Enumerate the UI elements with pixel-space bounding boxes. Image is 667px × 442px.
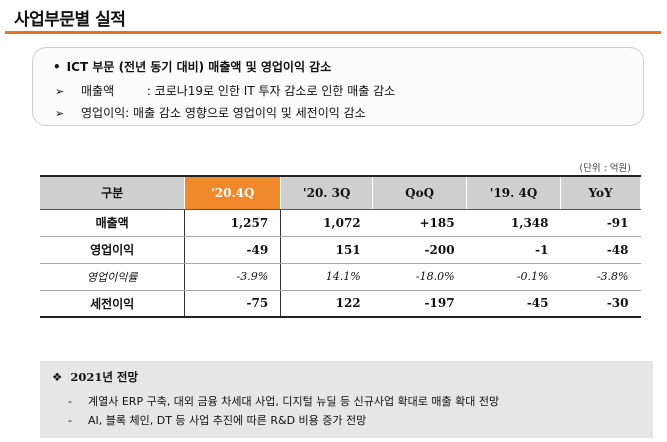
bullet-icon: • xyxy=(53,60,61,74)
summary-item-text: 코로나19로 인한 IT 투자 감소로 인한 매출 감소 xyxy=(154,84,396,98)
row-label: 매출액 xyxy=(40,209,185,237)
diamond-bullet-icon: ❖ xyxy=(52,370,63,384)
table-cell: -91 xyxy=(560,209,641,237)
header-qoq: QoQ xyxy=(372,175,468,210)
header-19-4q: '19. 4Q xyxy=(466,175,561,210)
outlook-item-text: AI, 블록 체인, DT 등 사업 추진에 따른 R&D 비용 증가 전망 xyxy=(88,414,367,427)
header-yoy: YoY xyxy=(560,175,641,210)
table-row: 매출액 1,257 1,072 +185 1,348 -91 xyxy=(40,209,641,237)
header-20-4q: '20.4Q xyxy=(184,175,282,210)
header-category: 구분 xyxy=(40,175,186,210)
table-cell: -45 xyxy=(466,290,561,318)
row-label: 세전이익 xyxy=(40,290,185,318)
table-cell: 14.1% xyxy=(280,263,373,291)
table-cell: -48 xyxy=(560,236,641,264)
outlook-item-text: 계열사 ERP 구축, 대외 금융 차세대 사업, 디지털 뉴딜 등 신규사업 … xyxy=(88,395,500,408)
table-cell: -197 xyxy=(372,290,467,318)
dash-bullet: - xyxy=(68,395,72,408)
unit-label: (단위 : 억원) xyxy=(579,163,631,174)
row-label: 영업이익 xyxy=(40,236,185,264)
outlook-item: - 계열사 ERP 구축, 대외 금융 차세대 사업, 디지털 뉴딜 등 신규사업… xyxy=(68,393,499,409)
table-cell: -200 xyxy=(372,236,467,264)
table-cell: +185 xyxy=(372,209,467,237)
table-row: 영업이익률 -3.9% 14.1% -18.0% -0.1% -3.8% xyxy=(40,263,641,291)
results-table: 구분 '20.4Q '20. 3Q QoQ '19. 4Q YoY 매출액 1,… xyxy=(40,175,641,318)
summary-item-operating-profit: ➢ 영업이익: 매출 감소 영향으로 영업이익 및 세전이익 감소 xyxy=(55,104,366,121)
outlook-title-text: 2021년 전망 xyxy=(70,370,139,384)
summary-box: • ICT 부문 (전년 동기 대비) 매출액 및 영업이익 감소 ➢ 매출액 : … xyxy=(32,47,644,126)
page-title: 사업부문별 실적 xyxy=(14,10,126,30)
table-header-row: 구분 '20.4Q '20. 3Q QoQ '19. 4Q YoY xyxy=(40,175,641,210)
table-cell: 151 xyxy=(280,236,373,264)
table-cell: 1,072 xyxy=(280,209,373,237)
table-cell: -49 xyxy=(184,236,282,264)
table-row: 세전이익 -75 122 -197 -45 -30 xyxy=(40,290,641,318)
table-cell: 122 xyxy=(280,290,373,318)
table-cell: -3.8% xyxy=(560,263,641,291)
table-cell: -3.9% xyxy=(184,263,282,291)
arrow-bullet-icon: ➢ xyxy=(55,107,65,120)
dash-bullet: - xyxy=(68,414,72,427)
table-cell: -75 xyxy=(184,290,282,318)
summary-item-label: 매출액 xyxy=(81,84,115,98)
table-cell: 1,257 xyxy=(184,209,282,237)
outlook-item: - AI, 블록 체인, DT 등 사업 추진에 따른 R&D 비용 증가 전망 xyxy=(68,412,366,428)
arrow-bullet-icon: ➢ xyxy=(55,85,65,98)
summary-heading-text: ICT 부문 (전년 동기 대비) 매출액 및 영업이익 감소 xyxy=(66,60,332,74)
summary-item-sep: : xyxy=(143,84,155,98)
outlook-box: ❖ 2021년 전망 - 계열사 ERP 구축, 대외 금융 차세대 사업, 디지털… xyxy=(40,361,653,438)
summary-heading: • ICT 부문 (전년 동기 대비) 매출액 및 영업이익 감소 xyxy=(53,58,331,75)
title-divider xyxy=(5,31,661,34)
table-cell: -30 xyxy=(560,290,641,318)
table-cell: -18.0% xyxy=(372,263,467,291)
table-cell: -0.1% xyxy=(466,263,561,291)
table-cell: -1 xyxy=(466,236,561,264)
summary-item-revenue: ➢ 매출액 : 코로나19로 인한 IT 투자 감소로 인한 매출 감소 xyxy=(55,82,395,99)
table-row: 영업이익 -49 151 -200 -1 -48 xyxy=(40,236,641,264)
header-20-3q: '20. 3Q xyxy=(280,175,374,210)
summary-item-sep: : xyxy=(125,106,134,120)
summary-item-text: 매출 감소 영향으로 영업이익 및 세전이익 감소 xyxy=(133,106,366,120)
row-label: 영업이익률 xyxy=(40,263,185,291)
outlook-title: ❖ 2021년 전망 xyxy=(52,369,138,385)
table-cell: 1,348 xyxy=(466,209,561,237)
summary-item-label: 영업이익 xyxy=(81,106,126,120)
